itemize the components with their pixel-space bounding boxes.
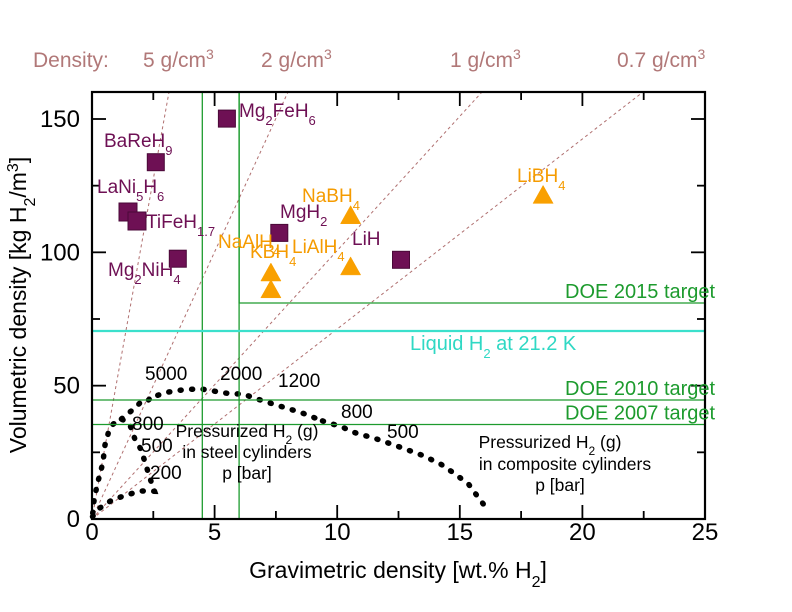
svg-text:5000: 5000 — [145, 364, 187, 385]
svg-text:800: 800 — [132, 414, 164, 435]
svg-text:Mg2FeH6: Mg2FeH6 — [239, 101, 316, 128]
svg-text:Gravimetric density [wt.% H2]: Gravimetric density [wt.% H2] — [249, 557, 547, 591]
svg-text:0: 0 — [85, 519, 98, 546]
svg-text:5 g/cm3: 5 g/cm3 — [143, 46, 214, 72]
svg-text:15: 15 — [446, 519, 473, 546]
svg-text:Mg2NiH4: Mg2NiH4 — [108, 260, 181, 287]
svg-text:in composite cylinders: in composite cylinders — [479, 454, 651, 474]
svg-text:in steel cylinders: in steel cylinders — [182, 442, 312, 462]
svg-text:KBH4: KBH4 — [250, 242, 296, 269]
svg-text:0.7 g/cm3: 0.7 g/cm3 — [617, 46, 706, 72]
svg-text:Density:: Density: — [33, 49, 109, 72]
svg-text:1200: 1200 — [278, 371, 320, 392]
svg-text:20: 20 — [569, 519, 596, 546]
svg-text:p [bar]: p [bar] — [535, 475, 585, 495]
svg-text:LaNi5H6: LaNi5H6 — [97, 177, 164, 204]
svg-text:LiH: LiH — [352, 229, 381, 250]
svg-text:0: 0 — [67, 506, 80, 533]
svg-text:50: 50 — [53, 373, 80, 400]
svg-text:DOE 2010 target: DOE 2010 target — [565, 378, 716, 400]
svg-text:500: 500 — [141, 436, 173, 457]
svg-text:10: 10 — [324, 519, 351, 546]
svg-text:100: 100 — [40, 239, 80, 266]
svg-text:800: 800 — [341, 402, 373, 423]
svg-text:LiAlH4: LiAlH4 — [292, 237, 345, 264]
svg-text:500: 500 — [387, 422, 419, 443]
svg-text:1 g/cm3: 1 g/cm3 — [450, 46, 521, 72]
svg-text:DOE 2007 target: DOE 2007 target — [565, 403, 716, 425]
svg-text:Liquid H2 at 21.2 K: Liquid H2 at 21.2 K — [410, 333, 577, 361]
svg-text:2000: 2000 — [220, 364, 262, 385]
svg-text:p [bar]: p [bar] — [222, 463, 272, 483]
svg-text:25: 25 — [692, 519, 719, 546]
svg-text:150: 150 — [40, 106, 80, 133]
svg-text:5: 5 — [208, 519, 221, 546]
svg-text:TiFeH1.7: TiFeH1.7 — [146, 212, 215, 239]
svg-text:200: 200 — [150, 463, 182, 484]
svg-text:Volumetric density [kg H2/m3]: Volumetric density [kg H2/m3] — [5, 157, 39, 453]
svg-text:2 g/cm3: 2 g/cm3 — [261, 46, 332, 72]
svg-text:DOE 2015 target: DOE 2015 target — [565, 281, 716, 303]
